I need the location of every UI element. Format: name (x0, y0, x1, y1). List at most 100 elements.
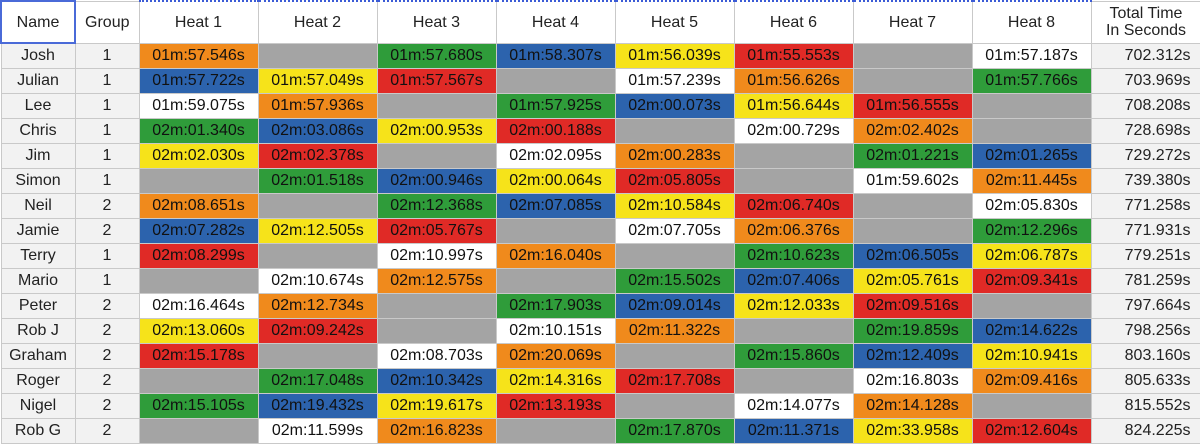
cell-heat-8-time[interactable]: 02m:11.445s (971, 168, 1092, 194)
cell-heat-3-time[interactable] (376, 293, 497, 319)
cell-driver-name[interactable]: Terry (0, 243, 76, 269)
cell-heat-6-time[interactable]: 02m:07.406s (733, 268, 854, 294)
cell-total-time[interactable]: 739.380s (1090, 168, 1200, 194)
cell-heat-1-time[interactable]: 01m:59.075s (138, 93, 259, 119)
cell-heat-7-time[interactable]: 01m:56.555s (852, 93, 973, 119)
column-header-name[interactable]: Name (0, 0, 76, 44)
cell-heat-7-time[interactable]: 02m:16.803s (852, 368, 973, 394)
cell-heat-5-time[interactable]: 02m:15.502s (614, 268, 735, 294)
cell-heat-1-time[interactable]: 02m:08.651s (138, 193, 259, 219)
cell-heat-6-time[interactable]: 01m:56.626s (733, 68, 854, 94)
cell-heat-3-time[interactable]: 02m:19.617s (376, 393, 497, 419)
cell-heat-3-time[interactable]: 02m:08.703s (376, 343, 497, 369)
cell-heat-1-time[interactable]: 02m:08.299s (138, 243, 259, 269)
cell-heat-5-time[interactable] (614, 118, 735, 144)
cell-heat-3-time[interactable]: 02m:12.368s (376, 193, 497, 219)
cell-heat-3-time[interactable]: 01m:57.567s (376, 68, 497, 94)
cell-heat-8-time[interactable]: 02m:10.941s (971, 343, 1092, 369)
cell-heat-4-time[interactable] (495, 418, 616, 444)
cell-heat-7-time[interactable] (852, 42, 973, 69)
cell-heat-7-time[interactable]: 02m:09.516s (852, 293, 973, 319)
cell-heat-5-time[interactable]: 02m:00.283s (614, 143, 735, 169)
cell-heat-8-time[interactable] (971, 293, 1092, 319)
cell-heat-5-time[interactable]: 02m:17.870s (614, 418, 735, 444)
cell-heat-7-time[interactable] (852, 68, 973, 94)
column-header-total-time[interactable]: Total Time In Seconds (1090, 0, 1200, 44)
cell-heat-7-time[interactable]: 02m:05.761s (852, 268, 973, 294)
cell-heat-5-time[interactable]: 02m:05.805s (614, 168, 735, 194)
cell-heat-8-time[interactable]: 02m:05.830s (971, 193, 1092, 219)
cell-heat-4-time[interactable]: 02m:17.903s (495, 293, 616, 319)
column-header-heat-8[interactable]: Heat 8 (971, 0, 1092, 44)
cell-group[interactable]: 2 (74, 418, 140, 444)
cell-heat-3-time[interactable]: 02m:05.767s (376, 218, 497, 244)
cell-heat-3-time[interactable]: 02m:12.575s (376, 268, 497, 294)
cell-heat-2-time[interactable] (257, 193, 378, 219)
cell-total-time[interactable]: 728.698s (1090, 118, 1200, 144)
cell-group[interactable]: 2 (74, 343, 140, 369)
cell-driver-name[interactable]: Josh (0, 42, 76, 69)
cell-heat-5-time[interactable]: 02m:00.073s (614, 93, 735, 119)
cell-heat-3-time[interactable]: 02m:10.997s (376, 243, 497, 269)
cell-heat-2-time[interactable]: 02m:02.378s (257, 143, 378, 169)
cell-heat-2-time[interactable]: 02m:10.674s (257, 268, 378, 294)
column-header-heat-3[interactable]: Heat 3 (376, 0, 497, 44)
cell-heat-2-time[interactable]: 02m:17.048s (257, 368, 378, 394)
cell-driver-name[interactable]: Jamie (0, 218, 76, 244)
cell-heat-6-time[interactable]: 02m:06.376s (733, 218, 854, 244)
cell-heat-4-time[interactable] (495, 218, 616, 244)
cell-heat-7-time[interactable]: 02m:12.409s (852, 343, 973, 369)
cell-heat-5-time[interactable]: 02m:17.708s (614, 368, 735, 394)
cell-heat-2-time[interactable]: 01m:57.049s (257, 68, 378, 94)
cell-heat-5-time[interactable] (614, 393, 735, 419)
cell-heat-1-time[interactable]: 02m:16.464s (138, 293, 259, 319)
cell-driver-name[interactable]: Julian (0, 68, 76, 94)
cell-heat-1-time[interactable]: 02m:15.178s (138, 343, 259, 369)
cell-heat-6-time[interactable]: 01m:55.553s (733, 42, 854, 69)
cell-total-time[interactable]: 797.664s (1090, 293, 1200, 319)
cell-driver-name[interactable]: Jim (0, 143, 76, 169)
cell-total-time[interactable]: 824.225s (1090, 418, 1200, 444)
column-header-heat-1[interactable]: Heat 1 (138, 0, 259, 44)
cell-heat-8-time[interactable] (971, 118, 1092, 144)
cell-heat-8-time[interactable]: 01m:57.766s (971, 68, 1092, 94)
cell-heat-3-time[interactable] (376, 318, 497, 344)
cell-heat-2-time[interactable]: 02m:09.242s (257, 318, 378, 344)
cell-heat-6-time[interactable] (733, 368, 854, 394)
cell-driver-name[interactable]: Rob J (0, 318, 76, 344)
cell-heat-7-time[interactable]: 02m:19.859s (852, 318, 973, 344)
cell-heat-5-time[interactable]: 02m:10.584s (614, 193, 735, 219)
cell-heat-1-time[interactable] (138, 368, 259, 394)
cell-heat-6-time[interactable] (733, 143, 854, 169)
cell-heat-1-time[interactable]: 02m:02.030s (138, 143, 259, 169)
cell-group[interactable]: 2 (74, 318, 140, 344)
cell-total-time[interactable]: 815.552s (1090, 393, 1200, 419)
cell-heat-3-time[interactable]: 02m:00.953s (376, 118, 497, 144)
cell-heat-1-time[interactable]: 02m:01.340s (138, 118, 259, 144)
cell-group[interactable]: 2 (74, 368, 140, 394)
cell-heat-2-time[interactable] (257, 343, 378, 369)
column-header-heat-6[interactable]: Heat 6 (733, 0, 854, 44)
cell-group[interactable]: 1 (74, 268, 140, 294)
column-header-heat-5[interactable]: Heat 5 (614, 0, 735, 44)
cell-heat-8-time[interactable]: 02m:14.622s (971, 318, 1092, 344)
column-header-heat-7[interactable]: Heat 7 (852, 0, 973, 44)
cell-heat-4-time[interactable]: 02m:20.069s (495, 343, 616, 369)
cell-heat-8-time[interactable]: 02m:09.341s (971, 268, 1092, 294)
cell-total-time[interactable]: 781.259s (1090, 268, 1200, 294)
cell-driver-name[interactable]: Neil (0, 193, 76, 219)
cell-heat-4-time[interactable] (495, 268, 616, 294)
cell-heat-3-time[interactable]: 02m:00.946s (376, 168, 497, 194)
cell-heat-4-time[interactable]: 02m:16.040s (495, 243, 616, 269)
cell-heat-6-time[interactable]: 02m:11.371s (733, 418, 854, 444)
cell-heat-4-time[interactable]: 02m:13.193s (495, 393, 616, 419)
cell-group[interactable]: 2 (74, 293, 140, 319)
cell-driver-name[interactable]: Simon (0, 168, 76, 194)
cell-heat-5-time[interactable]: 02m:09.014s (614, 293, 735, 319)
cell-driver-name[interactable]: Mario (0, 268, 76, 294)
cell-heat-4-time[interactable]: 02m:00.064s (495, 168, 616, 194)
cell-group[interactable]: 2 (74, 193, 140, 219)
cell-heat-4-time[interactable]: 01m:58.307s (495, 42, 616, 69)
cell-group[interactable]: 1 (74, 243, 140, 269)
cell-heat-6-time[interactable] (733, 318, 854, 344)
